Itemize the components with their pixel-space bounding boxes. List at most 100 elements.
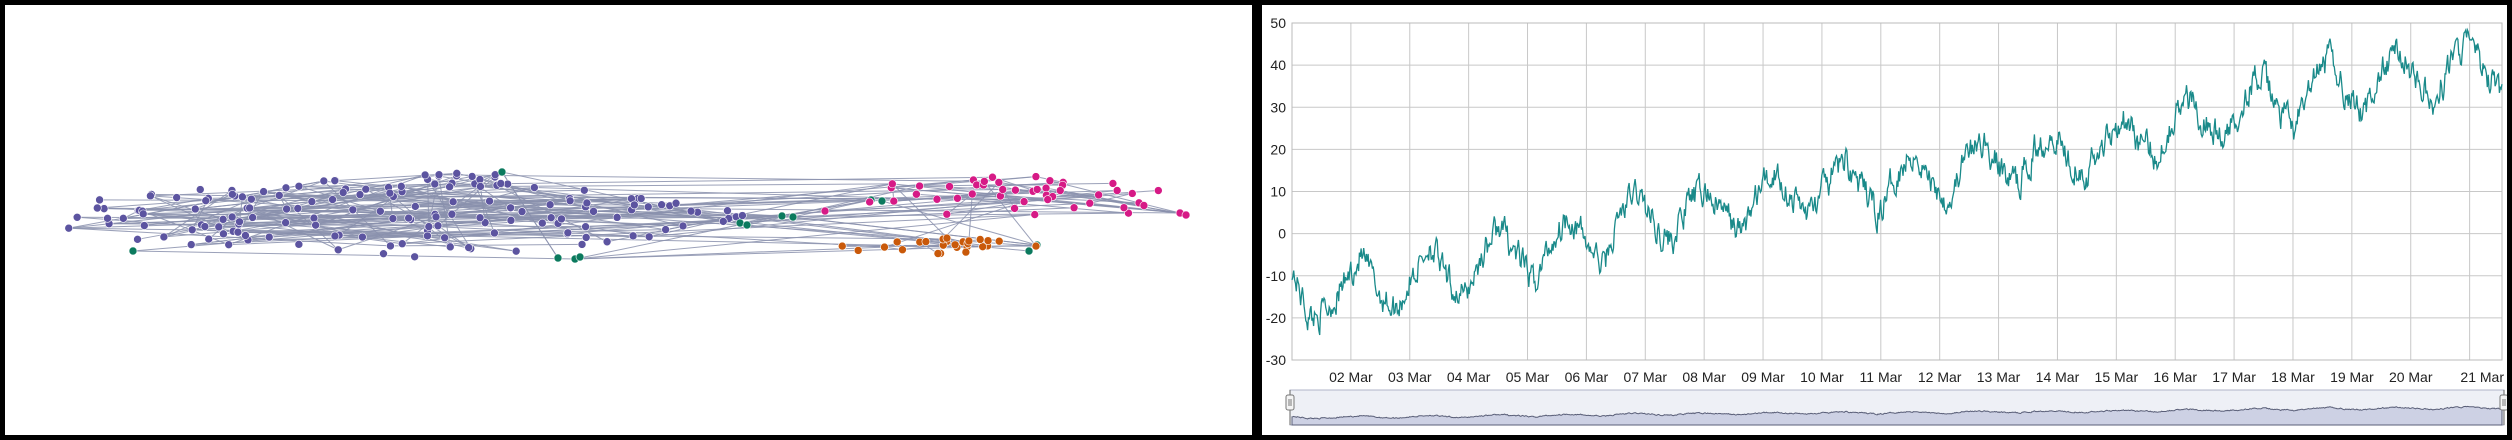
graph-node bbox=[431, 212, 441, 222]
graph-edge bbox=[916, 193, 1025, 203]
y-tick-label: 0 bbox=[1278, 226, 1286, 242]
graph-edge bbox=[919, 185, 1003, 191]
x-tick-label: 05 Mar bbox=[1506, 369, 1550, 385]
graph-edge bbox=[649, 217, 731, 238]
graph-node bbox=[293, 204, 303, 213]
graph-edge bbox=[68, 227, 391, 247]
x-tick-label: 19 Mar bbox=[2330, 369, 2374, 385]
graph-node bbox=[1024, 246, 1034, 256]
x-tick-label: 15 Mar bbox=[2095, 369, 2139, 385]
graph-node bbox=[898, 245, 907, 255]
x-tick-label: 10 Mar bbox=[1800, 369, 1844, 385]
graph-node bbox=[64, 223, 74, 233]
navigator[interactable] bbox=[1285, 389, 2507, 426]
graph-node bbox=[200, 222, 210, 231]
navigator-left-handle[interactable] bbox=[1285, 390, 1295, 425]
graph-node bbox=[385, 188, 395, 198]
graph-edge bbox=[437, 225, 469, 248]
graph-node bbox=[496, 179, 506, 188]
graph-node bbox=[975, 235, 985, 244]
graph-node bbox=[530, 183, 539, 192]
graph-node bbox=[411, 202, 420, 211]
graph-node bbox=[1010, 204, 1019, 213]
y-tick-label: 30 bbox=[1270, 99, 1286, 115]
graph-node bbox=[1154, 186, 1163, 195]
graph-edge bbox=[249, 207, 517, 252]
graph-node bbox=[888, 179, 897, 189]
graph-node bbox=[307, 197, 317, 206]
x-tick-label: 03 Mar bbox=[1388, 369, 1432, 385]
graph-node bbox=[103, 214, 112, 223]
graph-node bbox=[219, 229, 228, 239]
graph-edge bbox=[942, 182, 1000, 240]
graph-node bbox=[201, 196, 211, 205]
graph-edge bbox=[792, 199, 872, 218]
line-chart-panel: 50 40 30 20 10 0 -10 -20 -30 02 Mar 03 Mar 04 Mar 0… bbox=[1262, 5, 2507, 435]
graph-node bbox=[328, 195, 337, 204]
graph-node bbox=[475, 213, 485, 223]
navigator-right-handle[interactable] bbox=[2499, 390, 2507, 425]
graph-edge bbox=[402, 191, 571, 202]
graph-node bbox=[686, 206, 696, 216]
x-tick-label: 16 Mar bbox=[2153, 369, 2197, 385]
graph-node bbox=[581, 233, 591, 242]
x-tick-label: 12 Mar bbox=[1918, 369, 1962, 385]
graph-node bbox=[294, 240, 304, 249]
graph-node bbox=[788, 212, 798, 222]
graph-node bbox=[133, 235, 142, 244]
graph-node bbox=[159, 232, 169, 242]
graph-node bbox=[1043, 195, 1053, 204]
graph-node bbox=[355, 190, 365, 199]
graph-node bbox=[577, 240, 587, 249]
graph-node bbox=[511, 246, 521, 256]
graph-node bbox=[877, 196, 887, 206]
graph-node bbox=[1032, 185, 1042, 194]
graph-node bbox=[420, 170, 430, 180]
y-tick-label: -30 bbox=[1266, 352, 1286, 368]
graph-node bbox=[172, 193, 181, 202]
graph-node bbox=[738, 211, 747, 220]
graph-node bbox=[1031, 172, 1041, 181]
graph-node bbox=[361, 184, 371, 194]
graph-node bbox=[333, 245, 343, 255]
graph-node bbox=[1045, 176, 1055, 186]
graph-node bbox=[330, 231, 340, 241]
graph-node bbox=[678, 221, 688, 231]
graph-edge bbox=[218, 218, 562, 228]
graph-node bbox=[497, 167, 507, 177]
graph-node bbox=[921, 237, 931, 246]
graph-node bbox=[988, 172, 997, 182]
graph-edge bbox=[574, 246, 885, 260]
navigator-series-area bbox=[1291, 405, 2503, 426]
network-graph-panel bbox=[5, 5, 1252, 435]
graph-node bbox=[358, 232, 367, 242]
graph-node bbox=[628, 231, 638, 241]
y-tick-label: 40 bbox=[1270, 57, 1286, 73]
graph-node bbox=[612, 213, 622, 222]
graph-node bbox=[636, 194, 646, 203]
graph-node bbox=[218, 215, 228, 224]
graph-edge bbox=[68, 216, 437, 229]
network-graph bbox=[64, 167, 1191, 264]
graph-node bbox=[204, 234, 214, 244]
graph-node bbox=[434, 170, 444, 180]
graph-node bbox=[1011, 185, 1020, 195]
graph-node bbox=[140, 221, 149, 230]
graph-node bbox=[589, 207, 598, 216]
graph-node bbox=[630, 200, 639, 210]
graph-node bbox=[933, 249, 943, 258]
graph-node bbox=[447, 209, 457, 219]
graph-node bbox=[889, 196, 899, 206]
graph-node bbox=[448, 197, 458, 207]
graph-node bbox=[942, 233, 952, 243]
graph-node bbox=[430, 179, 440, 189]
graph-edge bbox=[252, 191, 403, 218]
graph-node bbox=[319, 176, 329, 186]
graph-node bbox=[1041, 183, 1051, 193]
graph-node bbox=[379, 249, 388, 258]
y-tick-label: 50 bbox=[1270, 15, 1286, 31]
x-tick-label: 06 Mar bbox=[1565, 369, 1609, 385]
graph-node bbox=[723, 206, 732, 216]
graph-node bbox=[657, 200, 666, 210]
